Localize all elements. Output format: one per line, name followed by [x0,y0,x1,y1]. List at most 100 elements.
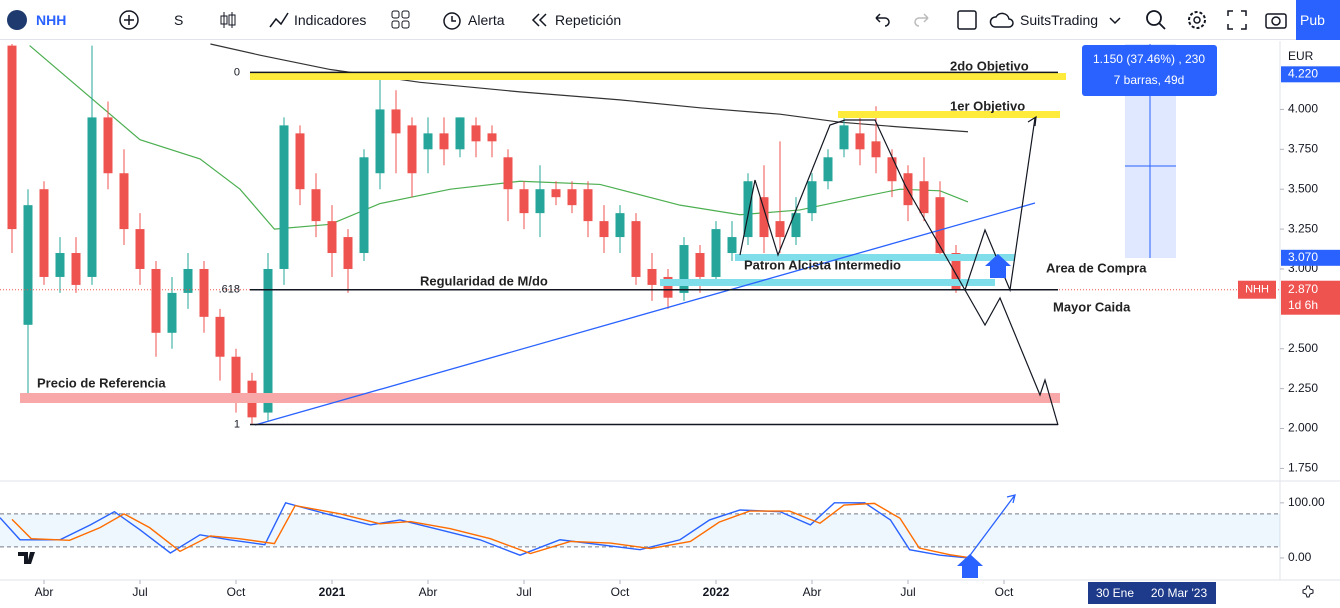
replay-icon[interactable] [530,9,550,31]
layout-chevron[interactable] [1108,9,1122,31]
x-tick-label: Abr [35,585,54,599]
candle-body [711,229,721,277]
candle-body [855,133,865,150]
y-tick-label: 100.00 [1288,495,1325,509]
x-tick-label: Jul [900,585,915,599]
candle-body [103,117,113,174]
annotations: 2do Objetivo 1er Objetivo Patron Alcista… [37,58,1147,390]
y-tick-label: 3.250 [1288,221,1318,235]
candle-body [503,157,513,190]
layout-name[interactable]: SuitsTrading [1020,12,1099,28]
y-tick-label: 1.750 [1288,461,1318,475]
annotation: Regularidad de M/do [420,273,548,288]
annotation: Precio de Referencia [37,375,166,390]
candle-body [391,109,401,134]
band-fill [0,513,1280,547]
price-label: 4.220 [1288,66,1318,80]
alert-icon[interactable] [440,9,464,31]
annotation: Area de Compra [1046,260,1147,275]
fib-label: 1 [234,418,240,430]
templates-icon[interactable] [390,9,412,31]
candle-body [455,117,465,150]
currency[interactable]: EUR [1288,49,1314,63]
publish[interactable]: Pub [1300,12,1325,28]
candle-body [727,237,737,254]
candle-body [791,213,801,238]
replay[interactable]: Repetición [555,12,622,28]
undo-icon[interactable] [872,9,892,31]
cloud-icon[interactable] [989,9,1017,31]
candle-body [871,141,881,158]
candle-body [119,173,129,230]
candle-body [39,189,49,277]
candle-body [183,268,193,293]
candle-body [135,229,145,269]
candle-body [951,253,961,290]
candle-body [327,221,337,254]
candle-body [471,125,481,142]
fullscreen-icon[interactable] [1226,9,1248,31]
candle-body [55,253,65,277]
indicators[interactable]: Indicadores [294,12,367,28]
moving-average [29,45,969,230]
x-tick-label: 2022 [703,585,730,599]
candle-body [919,181,929,214]
symbol-tag-bg [1238,280,1276,299]
measure-text: 1.150 (37.46%) , 230 [1093,52,1205,66]
candle-body [7,45,17,230]
y-tick-label: 3.500 [1288,181,1318,195]
candle-body [311,189,321,222]
candle-body [695,253,705,277]
candle-body [679,245,689,293]
redo-icon[interactable] [912,9,932,31]
candle-body [551,189,561,198]
candle-body [71,253,81,285]
annotation: 2do Objetivo [950,58,1029,73]
indicators-icon[interactable] [268,9,290,31]
symbol-logo [7,10,27,30]
x-tick-label: Oct [611,585,630,599]
y-tick-label: 2.250 [1288,381,1318,395]
add-symbol-icon[interactable] [118,9,140,31]
annotation: Patron Alcista Intermedio [744,257,901,272]
candle-body [215,316,225,357]
drawings: 0 .618 1 [18,66,1066,578]
settings-gear[interactable] [1302,585,1314,598]
snapshot-icon[interactable] [1264,9,1288,31]
chart-type-icon[interactable] [218,9,238,31]
candle-body [647,268,657,285]
x-tick-label: Oct [227,585,246,599]
x-tick-label: Oct [995,585,1014,599]
x-tick-label: Jul [132,585,147,599]
x-tick-label: 2021 [319,585,346,599]
symbol[interactable]: NHH [36,12,67,28]
search-icon[interactable] [1145,9,1167,31]
fullscreen-box-icon[interactable] [956,9,978,31]
candle-body [279,125,289,269]
settings-icon[interactable] [1186,9,1208,31]
range-start: 30 Ene [1096,586,1134,600]
y-tick-label: 2.000 [1288,421,1318,435]
candle-body [295,133,305,190]
measure-bars: 7 barras, 49d [1114,73,1185,87]
measure-tooltip: 1.150 (37.46%) , 230 7 barras, 49d [1082,45,1217,96]
publish-button[interactable]: Pub [1296,0,1340,40]
symbol-tag: NHH [1245,284,1269,296]
interval[interactable]: S [174,12,184,28]
y-tick-label: 4.000 [1288,102,1318,116]
candle-body [807,181,817,214]
range-badges: 30 Ene 20 Mar '23 [1088,582,1216,604]
candle-body [87,117,97,277]
annotation: Mayor Caida [1053,299,1131,314]
candle-body [663,276,673,298]
candle-body [615,213,625,238]
x-tick-label: Abr [803,585,822,599]
candle-body [535,189,545,214]
alert[interactable]: Alerta [468,12,505,28]
candle-body [631,221,641,277]
candle-body [487,133,497,142]
oscillator [0,502,1280,559]
candle-body [343,237,353,269]
